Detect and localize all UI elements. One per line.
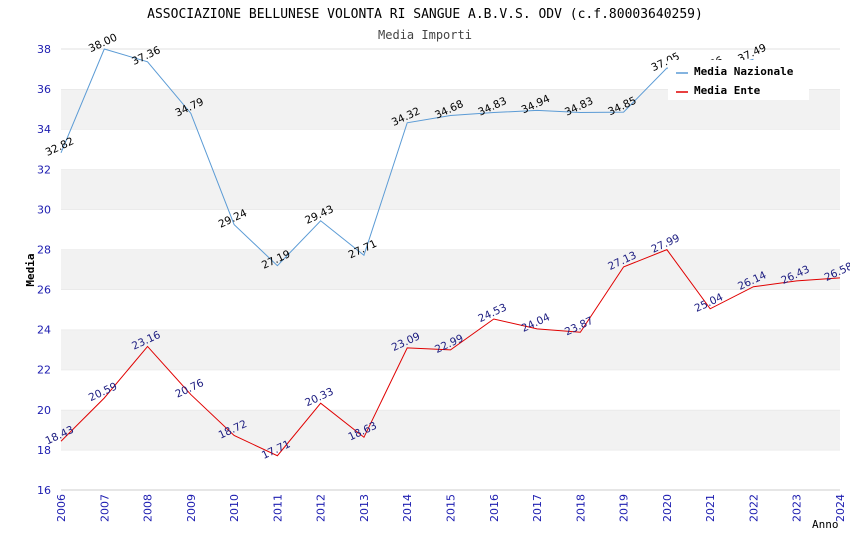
y-tick-label: 30 bbox=[37, 203, 51, 216]
x-tick-label: 2008 bbox=[142, 494, 155, 522]
x-axis-ticks: 2006 2007 2008 2009 2010 2011 2012 2013 2014 2015… bbox=[55, 494, 847, 522]
series-line-ente bbox=[60, 249, 841, 457]
x-tick-label: 2010 bbox=[228, 494, 241, 522]
x-tick-label: 2016 bbox=[488, 494, 501, 522]
x-tick-label: 2018 bbox=[574, 494, 587, 522]
x-tick-label: 2021 bbox=[704, 494, 717, 522]
x-tick-label: 2024 bbox=[834, 494, 847, 522]
y-tick-label: 26 bbox=[37, 284, 51, 297]
series-line-nazionale bbox=[60, 48, 754, 267]
grid-band bbox=[61, 449, 840, 490]
y-tick-label: 22 bbox=[37, 364, 51, 377]
grid-band bbox=[61, 209, 840, 250]
y-axis-label: Media bbox=[24, 253, 37, 286]
x-tick-label: 2022 bbox=[747, 494, 760, 522]
chart-subtitle: Media Importi bbox=[378, 28, 472, 42]
grid-band bbox=[61, 169, 840, 210]
y-tick-label: 32 bbox=[37, 163, 51, 176]
x-tick-label: 2011 bbox=[271, 494, 284, 522]
grid-band bbox=[61, 129, 840, 170]
x-tick-label: 2017 bbox=[531, 494, 544, 522]
grid-band bbox=[61, 289, 840, 330]
y-axis-ticks: 16 18 20 22 24 26 28 30 32 34 36 38 bbox=[37, 43, 51, 497]
chart-legend: Media Nazionale Media Ente bbox=[668, 60, 809, 100]
y-tick-label: 34 bbox=[37, 123, 51, 136]
series-lines bbox=[60, 48, 841, 457]
y-tick-label: 18 bbox=[37, 444, 51, 457]
x-axis-label: Anno bbox=[812, 518, 839, 531]
y-tick-label: 20 bbox=[37, 404, 51, 417]
y-tick-label: 16 bbox=[37, 484, 51, 497]
grid-band bbox=[61, 369, 840, 410]
y-tick-label: 38 bbox=[37, 43, 51, 56]
x-tick-label: 2012 bbox=[315, 494, 328, 522]
legend-box bbox=[668, 60, 809, 100]
x-tick-label: 2019 bbox=[618, 494, 631, 522]
x-tick-label: 2007 bbox=[98, 494, 111, 522]
chart-title: ASSOCIAZIONE BELLUNESE VOLONTA RI SANGUE… bbox=[147, 7, 703, 22]
legend-label-nazionale: Media Nazionale bbox=[694, 65, 794, 78]
y-tick-label: 24 bbox=[37, 324, 51, 337]
x-tick-label: 2013 bbox=[358, 494, 371, 522]
x-tick-label: 2014 bbox=[401, 494, 414, 522]
grid-band bbox=[61, 249, 840, 290]
x-tick-label: 2009 bbox=[185, 494, 198, 522]
grid-band bbox=[61, 409, 840, 450]
x-tick-label: 2006 bbox=[55, 494, 68, 522]
x-tick-label: 2023 bbox=[791, 494, 804, 522]
x-tick-label: 2020 bbox=[661, 494, 674, 522]
y-tick-label: 28 bbox=[37, 243, 51, 256]
x-tick-label: 2015 bbox=[445, 494, 458, 522]
legend-label-ente: Media Ente bbox=[694, 84, 761, 97]
y-tick-label: 36 bbox=[37, 83, 51, 96]
